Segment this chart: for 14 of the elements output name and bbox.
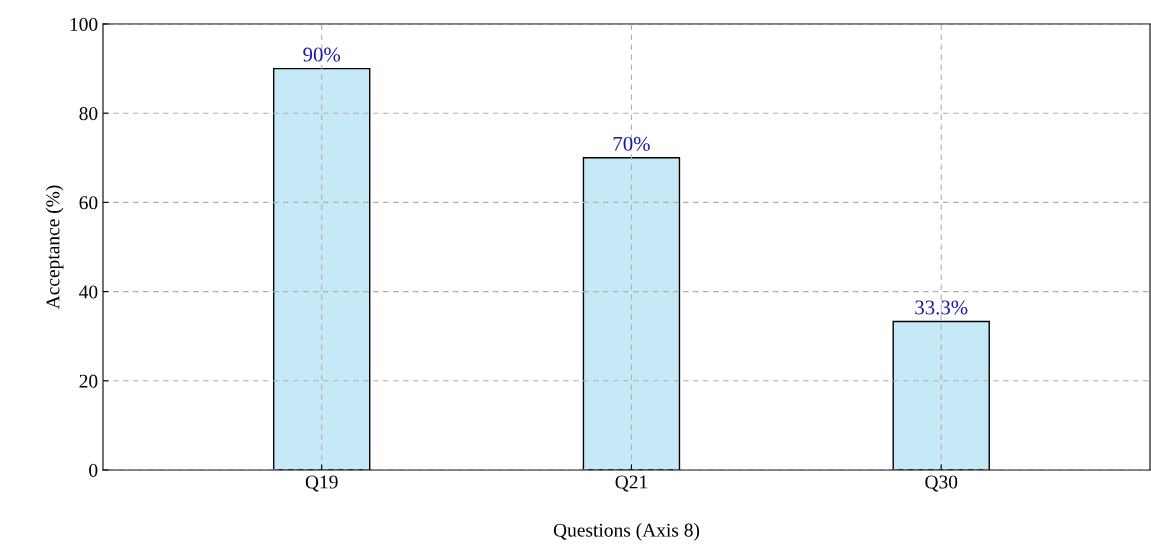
data-label: 70%	[613, 136, 650, 151]
data-label: 33.3%	[915, 300, 968, 315]
y-tick-label: 0	[89, 463, 98, 477]
x-tick-label: Q21	[615, 475, 648, 492]
y-tick-label: 80	[79, 107, 98, 121]
y-tick-label: 40	[79, 285, 98, 299]
y-axis-title: Acceptance (%)	[45, 185, 64, 310]
y-tick-label: 20	[79, 374, 98, 388]
x-axis-title: Questions (Axis 8)	[553, 523, 700, 541]
data-label: 90%	[303, 47, 341, 62]
x-tick-label: Q19	[305, 475, 338, 492]
y-tick-label: 100	[70, 17, 98, 31]
x-tick-label: Q30	[925, 475, 958, 492]
y-tick-label: 60	[79, 196, 98, 210]
